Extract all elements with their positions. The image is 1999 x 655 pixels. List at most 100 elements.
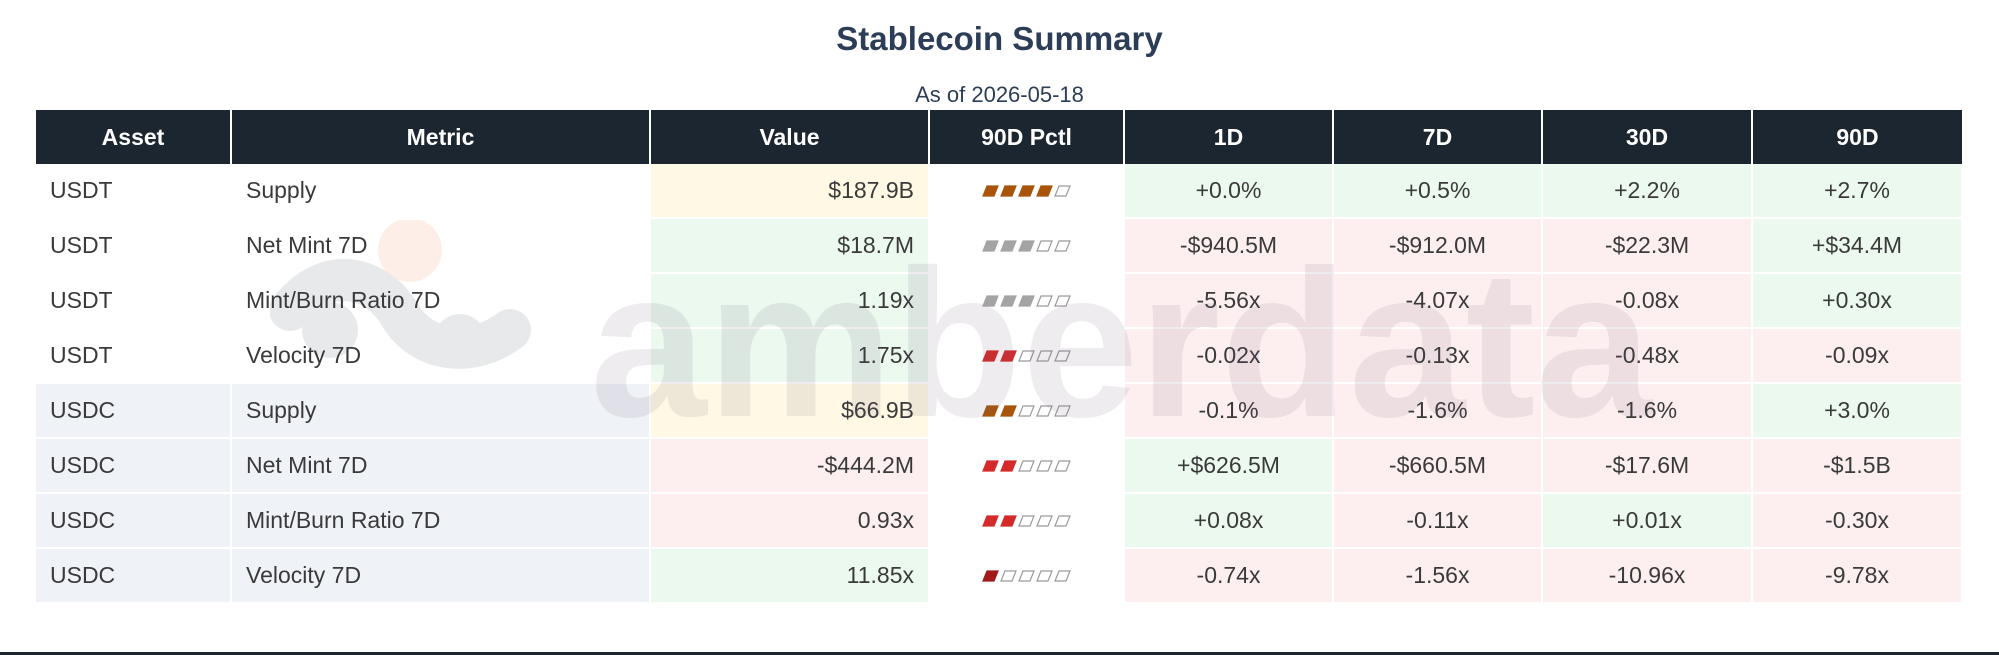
percentile-segment-empty xyxy=(1035,460,1053,472)
change-1d-cell: -0.74x xyxy=(1124,548,1334,604)
column-header-asset: Asset xyxy=(36,110,232,164)
percentile-segment-empty xyxy=(1017,405,1035,417)
percentile-segment-filled xyxy=(1035,185,1053,197)
metric-cell: Supply xyxy=(231,383,651,439)
change-1d-cell: +0.0% xyxy=(1124,164,1334,219)
change-90d-cell: -0.09x xyxy=(1752,328,1963,384)
change-1d-cell: +$626.5M xyxy=(1124,438,1334,494)
percentile-segment-empty xyxy=(1053,185,1071,197)
table-row: USDC Velocity 7D 11.85x -0.74x -1.56x -10.96x… xyxy=(36,548,1963,604)
change-7d-cell: -1.6% xyxy=(1333,383,1543,439)
change-90d-cell: -0.30x xyxy=(1752,493,1963,549)
change-90d-cell: +3.0% xyxy=(1752,383,1963,439)
chart-title: Stablecoin Summary xyxy=(836,20,1163,57)
metric-cell: Net Mint 7D xyxy=(231,438,651,494)
percentile-bar xyxy=(981,295,1071,307)
change-30d-cell: -0.08x xyxy=(1542,273,1753,329)
percentile-segment-empty xyxy=(1017,460,1035,472)
pctl-cell xyxy=(929,218,1125,274)
percentile-segment-filled xyxy=(999,295,1017,307)
percentile-segment-empty xyxy=(1035,570,1053,582)
metric-cell: Velocity 7D xyxy=(231,548,651,604)
metric-cell: Mint/Burn Ratio 7D xyxy=(231,273,651,329)
change-7d-cell: -$660.5M xyxy=(1333,438,1543,494)
change-90d-cell: +0.30x xyxy=(1752,273,1963,329)
change-7d-cell: +0.5% xyxy=(1333,164,1543,219)
change-30d-cell: -1.6% xyxy=(1542,383,1753,439)
percentile-segment-empty xyxy=(1035,240,1053,252)
metric-cell: Mint/Burn Ratio 7D xyxy=(231,493,651,549)
column-header-1d: 1D xyxy=(1124,110,1334,164)
change-1d-cell: -5.56x xyxy=(1124,273,1334,329)
change-1d-cell: -0.1% xyxy=(1124,383,1334,439)
asset-cell: USDC xyxy=(36,383,232,439)
asset-cell: USDC xyxy=(36,438,232,494)
asset-cell: USDC xyxy=(36,493,232,549)
percentile-segment-empty xyxy=(1053,570,1071,582)
percentile-bar xyxy=(981,515,1071,527)
percentile-segment-filled xyxy=(981,295,999,307)
asset-cell: USDT xyxy=(36,218,232,274)
pctl-cell xyxy=(929,438,1125,494)
percentile-segment-filled xyxy=(981,350,999,362)
percentile-segment-filled xyxy=(999,350,1017,362)
percentile-segment-empty xyxy=(1053,405,1071,417)
column-header-metric: Metric xyxy=(231,110,651,164)
value-cell: 1.19x xyxy=(650,273,930,329)
change-90d-cell: -$1.5B xyxy=(1752,438,1963,494)
asset-cell: USDT xyxy=(36,328,232,384)
percentile-segment-filled xyxy=(1017,295,1035,307)
percentile-segment-filled xyxy=(999,185,1017,197)
percentile-segment-empty xyxy=(1035,405,1053,417)
percentile-bar xyxy=(981,185,1071,197)
change-7d-cell: -$912.0M xyxy=(1333,218,1543,274)
metric-cell: Supply xyxy=(231,164,651,219)
table-row: USDC Net Mint 7D -$444.2M +$626.5M -$660.5M -… xyxy=(36,438,1963,494)
percentile-segment-empty xyxy=(1053,460,1071,472)
percentile-segment-empty xyxy=(1035,295,1053,307)
value-cell: $66.9B xyxy=(650,383,930,439)
percentile-segment-empty xyxy=(1017,570,1035,582)
asset-cell: USDT xyxy=(36,273,232,329)
change-30d-cell: +2.2% xyxy=(1542,164,1753,219)
pctl-cell xyxy=(929,548,1125,604)
percentile-segment-filled xyxy=(981,515,999,527)
table-row: USDC Mint/Burn Ratio 7D 0.93x +0.08x -0.11x +… xyxy=(36,493,1963,549)
percentile-segment-filled xyxy=(981,460,999,472)
percentile-segment-filled xyxy=(999,240,1017,252)
percentile-segment-empty xyxy=(1053,350,1071,362)
column-header-90d: 90D xyxy=(1752,110,1962,164)
percentile-segment-filled xyxy=(981,240,999,252)
percentile-segment-empty xyxy=(1053,295,1071,307)
bottom-rule xyxy=(0,652,1999,655)
change-1d-cell: +0.08x xyxy=(1124,493,1334,549)
percentile-bar xyxy=(981,240,1071,252)
value-cell: 0.93x xyxy=(650,493,930,549)
percentile-segment-filled xyxy=(981,570,999,582)
value-cell: $187.9B xyxy=(650,164,930,219)
change-1d-cell: -$940.5M xyxy=(1124,218,1334,274)
pctl-cell xyxy=(929,383,1125,439)
table-row: USDT Supply $187.9B +0.0% +0.5% +2.2% +2.7% xyxy=(36,164,1963,219)
percentile-segment-empty xyxy=(1053,240,1071,252)
change-90d-cell: +2.7% xyxy=(1752,164,1963,219)
value-cell: 11.85x xyxy=(650,548,930,604)
pctl-cell xyxy=(929,493,1125,549)
change-30d-cell: -10.96x xyxy=(1542,548,1753,604)
value-cell: 1.75x xyxy=(650,328,930,384)
table-row: USDT Net Mint 7D $18.7M -$940.5M -$912.0M -$2… xyxy=(36,218,1963,274)
metric-cell: Net Mint 7D xyxy=(231,218,651,274)
change-7d-cell: -4.07x xyxy=(1333,273,1543,329)
column-header-30d: 30D xyxy=(1542,110,1753,164)
percentile-bar xyxy=(981,350,1071,362)
percentile-segment-empty xyxy=(1017,515,1035,527)
column-header-7d: 7D xyxy=(1333,110,1543,164)
pctl-cell xyxy=(929,328,1125,384)
percentile-segment-filled xyxy=(999,405,1017,417)
percentile-segment-empty xyxy=(1035,350,1053,362)
percentile-segment-filled xyxy=(1017,185,1035,197)
change-30d-cell: -0.48x xyxy=(1542,328,1753,384)
value-cell: -$444.2M xyxy=(650,438,930,494)
column-header-pctl: 90D Pctl xyxy=(929,110,1125,164)
percentile-segment-filled xyxy=(999,460,1017,472)
